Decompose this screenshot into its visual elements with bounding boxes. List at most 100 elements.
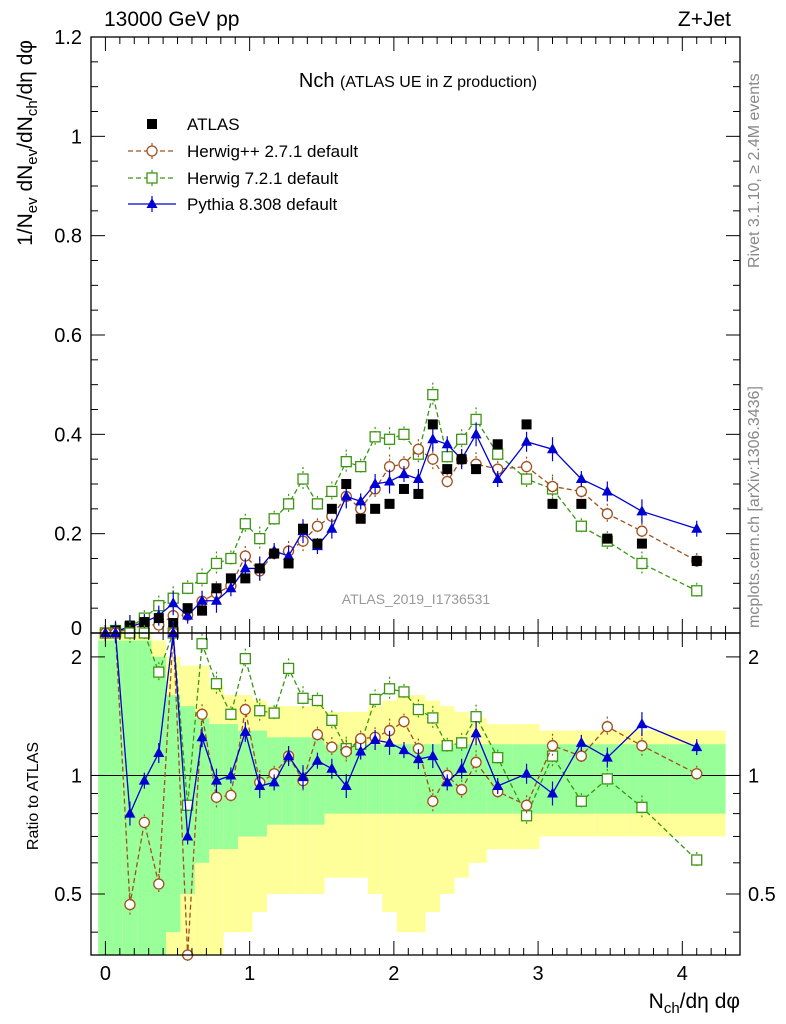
pythia-point	[283, 550, 295, 561]
pythia-point	[182, 609, 194, 620]
ratio-herwigpp-point	[340, 745, 352, 758]
atlas-data-point	[547, 498, 558, 509]
ratio-herwig7-line	[105, 632, 698, 861]
pythia-point	[167, 597, 179, 608]
plot-title: Nch (ATLAS UE in Z production)	[299, 70, 537, 92]
ratio-y-tick-label-right: 1	[748, 765, 759, 787]
atlas-data-point	[298, 523, 309, 534]
ratio-y-tick-label-right: 2	[748, 647, 759, 669]
herwig7-point	[691, 585, 703, 597]
ratio-y-tick-label-left: 0.5	[54, 884, 82, 906]
header-energy-label: 13000 GeV pp	[104, 8, 240, 31]
ratio-pythia-point	[398, 744, 410, 755]
herwigpp-point	[441, 475, 453, 488]
legend: ATLAS Herwig++ 2.7.1 default Herwig 7.2.1 …	[128, 115, 358, 214]
herwig7-point	[636, 557, 648, 570]
mcplots-reference-label: mcplots.cern.ch [arXiv:1306.3436]	[746, 386, 763, 628]
ratio-pythia-point	[239, 725, 251, 736]
atlas-data-point	[576, 498, 587, 509]
atlas-data-point	[326, 503, 337, 514]
pythia-point	[470, 428, 482, 439]
pythia-point	[369, 478, 381, 488]
band-inner-bin	[110, 640, 123, 955]
band-inner-bin	[238, 730, 253, 837]
ratio-pythia-point	[355, 745, 367, 756]
ratio-herwigpp-point	[691, 768, 703, 780]
ratio-herwig7-point	[575, 795, 588, 807]
pythia-line	[105, 432, 697, 634]
atlas-data-point	[153, 613, 164, 624]
atlas-data-point	[240, 573, 251, 584]
ratio-herwigpp-point	[470, 756, 482, 768]
ratio-herwig7-point	[398, 686, 410, 698]
atlas-data-point	[254, 563, 265, 574]
ratio-herwig7-point	[492, 751, 504, 764]
ratio-herwigpp-point	[636, 740, 648, 752]
herwig7-point	[369, 431, 381, 443]
band-inner-bin	[396, 744, 412, 814]
herwigpp-point	[601, 508, 613, 520]
ratio-herwigpp-line	[105, 632, 698, 956]
atlas-data-point	[225, 573, 236, 584]
ratio-axis-label: Ratio to ATLAS	[25, 742, 42, 850]
pythia-point	[412, 473, 424, 484]
herwig7-point	[383, 433, 396, 445]
herwigpp-point	[311, 520, 324, 532]
ratio-herwig7-point	[412, 703, 425, 716]
herwig7-point	[225, 552, 237, 565]
y-tick-label: 1	[71, 126, 82, 148]
pythia-point	[492, 473, 504, 484]
pythia-point	[601, 485, 613, 496]
ratio-pythia-point	[254, 780, 266, 791]
ratio-pythia-point	[575, 736, 587, 747]
atlas-data-point	[602, 533, 613, 544]
band-inner-bin	[367, 744, 383, 814]
ratio-herwigpp-point	[326, 741, 338, 753]
atlas-data-point	[471, 464, 482, 475]
pythia-point	[636, 505, 648, 516]
atlas-data-point	[312, 538, 323, 549]
band-inner-bin	[165, 695, 181, 933]
ratio-pythia-line	[105, 632, 697, 837]
x-tick-label: 0	[100, 963, 111, 985]
herwigpp-point	[427, 453, 439, 465]
herwig7-point	[398, 428, 410, 440]
ratio-herwigpp-point	[355, 733, 367, 745]
ratio-herwigpp-point	[239, 703, 251, 716]
pythia-point	[521, 435, 533, 446]
ratio-uncertainty-bands	[98, 633, 726, 955]
ratio-pythia-point	[210, 774, 222, 785]
band-inner-bin	[324, 744, 340, 814]
atlas-data-point	[492, 439, 503, 450]
pythia-point	[326, 522, 338, 533]
ratio-herwig7-point	[456, 737, 468, 749]
pythia-point	[575, 473, 587, 484]
y-tick-label: 1.2	[54, 27, 82, 49]
rivet-version-label: Rivet 3.1.10, ≥ 2.4M events	[746, 73, 763, 268]
ratio-herwigpp-point	[575, 750, 588, 762]
ratio-herwig7-point	[282, 662, 295, 675]
pythia-point	[225, 582, 237, 593]
ratio-herwig7-point	[383, 683, 396, 695]
ratio-herwigpp-point	[398, 715, 410, 728]
ratio-pythia-point	[283, 750, 295, 761]
herwig7-point	[239, 518, 251, 530]
legend-marker	[146, 198, 158, 208]
atlas-data-point	[139, 617, 150, 628]
legend-entry-label: Herwig 7.2.1 default	[187, 169, 338, 188]
herwig7-point	[282, 498, 295, 510]
y-tick-label: 0.4	[54, 424, 82, 446]
band-inner-bin	[98, 640, 111, 955]
y-axis-label: 1/Nev dNev/dNch/dη dφ	[14, 40, 41, 246]
ratio-pythia-point	[427, 750, 439, 761]
pythia-point	[384, 475, 396, 486]
ratio-pythia-point	[196, 731, 208, 742]
ratio-pythia-point	[326, 762, 338, 773]
atlas-data-point	[182, 603, 193, 614]
legend-entry-label: Herwig++ 2.7.1 default	[187, 142, 358, 161]
atlas-data-point	[442, 464, 453, 475]
ratio-pythia-point	[153, 747, 165, 758]
ratio-pythia-point	[110, 627, 122, 637]
ratio-y-tick-label-left: 2	[71, 647, 82, 669]
